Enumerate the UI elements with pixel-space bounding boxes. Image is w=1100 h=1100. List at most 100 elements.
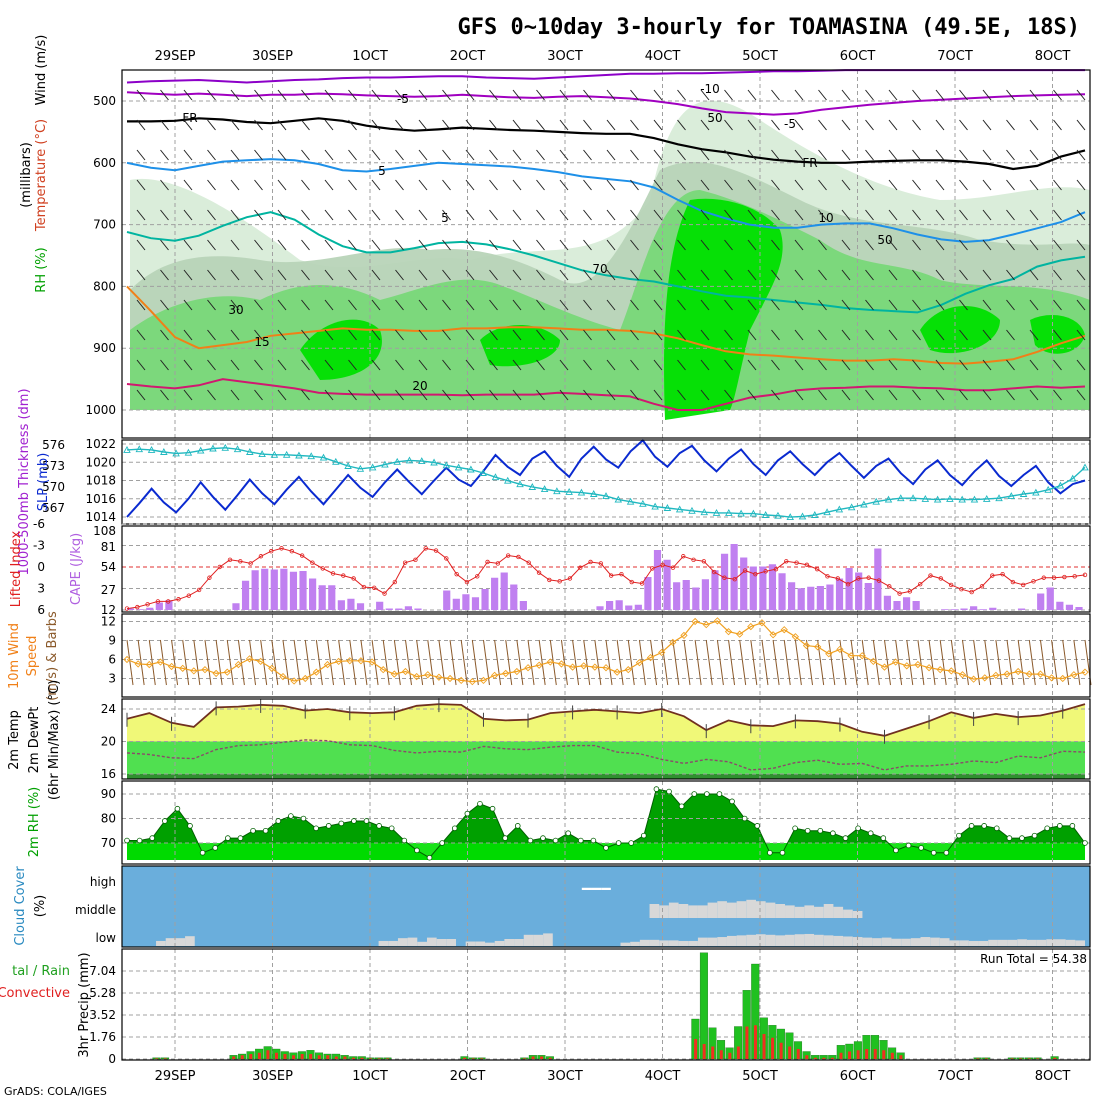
lifted-index-point — [1051, 575, 1057, 580]
wind-barb — [1053, 209, 1062, 221]
thickness-point — [344, 462, 352, 469]
cloud-bar — [639, 939, 650, 946]
precip-convective-bar — [1027, 1058, 1031, 1059]
wind-barb — [865, 329, 874, 341]
contour-label: 50 — [877, 233, 892, 247]
dewpoint-area — [127, 741, 1085, 774]
cape-bar — [232, 603, 240, 610]
thickness-point — [160, 448, 168, 455]
wind-barb — [489, 299, 498, 311]
wind-axis-label-3: (m/s) & Barbs — [45, 611, 60, 701]
wind-barb — [465, 299, 475, 311]
lifted-index-point — [155, 599, 161, 604]
thickness-point — [884, 495, 893, 503]
slp-tick-label: 1014 — [85, 510, 116, 524]
wind-barb — [1053, 179, 1062, 191]
rh-point — [502, 835, 508, 841]
cloud-bar — [165, 938, 176, 946]
lifted-index-point — [598, 561, 604, 566]
wind-barb — [583, 149, 592, 161]
precip-convective-bar — [873, 1049, 877, 1059]
lifted-index-point — [814, 566, 820, 572]
wind-barb — [489, 239, 498, 251]
cloud-bar — [475, 941, 486, 946]
cape-bar — [941, 609, 949, 610]
wind-barb — [771, 209, 780, 221]
precip-total-bar — [699, 952, 708, 1060]
wind-barb — [982, 149, 992, 161]
wind-barb — [371, 89, 381, 101]
cloud-bar — [804, 933, 815, 946]
cape-bar — [902, 597, 911, 610]
wind-barb — [935, 329, 945, 341]
wind-barb — [630, 89, 639, 101]
rh-point — [842, 835, 849, 841]
thickness-point — [1032, 488, 1040, 496]
wind-barb — [230, 239, 240, 251]
run-total: Run Total = 54.38 — [980, 952, 1087, 966]
wind-barb — [982, 389, 992, 401]
lifted-index-point — [217, 564, 222, 570]
wind-speed-point — [535, 661, 543, 669]
thickness-tick-label: 573 — [42, 459, 65, 473]
lifted-index-point — [588, 559, 593, 565]
thickness-point — [651, 502, 659, 510]
cape-bar — [788, 582, 796, 610]
thickness-point — [639, 499, 647, 507]
lifted-index-axis-label: Lifted Index — [9, 530, 24, 607]
wind-barb — [606, 359, 616, 371]
cloud-bar — [901, 938, 911, 946]
wind-barb — [935, 299, 945, 311]
cape-bar — [395, 608, 403, 610]
rh-point — [830, 830, 836, 836]
rh-point — [893, 847, 899, 854]
rh-panel: 70 80 90 2m RH (%) — [27, 780, 1091, 865]
wind-barb — [254, 179, 263, 191]
lifted-index-point — [320, 566, 325, 571]
precip-convective-bar — [274, 1052, 278, 1059]
rh-point — [666, 788, 672, 795]
wind-barb — [418, 179, 428, 191]
precip-convective-bar — [882, 1050, 886, 1059]
precip-panel-background — [122, 949, 1090, 1060]
wind-barb — [1006, 299, 1015, 311]
wind-barb — [489, 329, 498, 341]
wind-barb — [230, 389, 240, 401]
wind-barb — [489, 119, 498, 131]
wind-barb — [935, 119, 945, 131]
wind-barb — [724, 329, 733, 341]
wind-barb — [395, 179, 404, 191]
wind-speed-point — [279, 672, 287, 681]
wind-barb — [395, 89, 404, 101]
precip-convective-bar — [856, 1050, 860, 1059]
wind-barb — [841, 239, 851, 251]
wind-barb — [912, 359, 921, 371]
wind-barb — [841, 299, 851, 311]
wind-barb — [861, 639, 869, 686]
wind-barb — [583, 389, 592, 401]
wind-barb — [489, 149, 498, 161]
rh-point — [741, 815, 748, 822]
date-axis-top: 29SEP 30SEP 1OCT 2OCT 3OCT 4OCT 5OCT 6OCT 7OCT 8O… — [155, 49, 1071, 64]
lifted-index-point — [372, 585, 377, 590]
wind-barb — [1076, 239, 1086, 251]
contour-label: 30 — [228, 303, 243, 317]
wind-barb — [559, 179, 569, 191]
wind-barb — [536, 209, 545, 221]
rh-point — [754, 823, 761, 829]
rh-point — [653, 786, 660, 792]
lifted-index-point — [835, 576, 840, 581]
precip-convective-bar — [848, 1051, 852, 1059]
wind-barb — [1076, 89, 1086, 101]
wind-barb — [865, 359, 874, 371]
lifted-index-point — [1031, 579, 1036, 584]
cape-bar — [136, 609, 144, 610]
lifted-index-point — [990, 573, 995, 578]
cape-bar — [960, 608, 968, 610]
wind-barb — [442, 119, 451, 131]
cape-bar — [241, 580, 250, 610]
wind-barb — [583, 359, 592, 371]
wind-barb — [160, 359, 169, 371]
panel-border — [121, 525, 1091, 613]
wind-barb — [136, 269, 146, 281]
